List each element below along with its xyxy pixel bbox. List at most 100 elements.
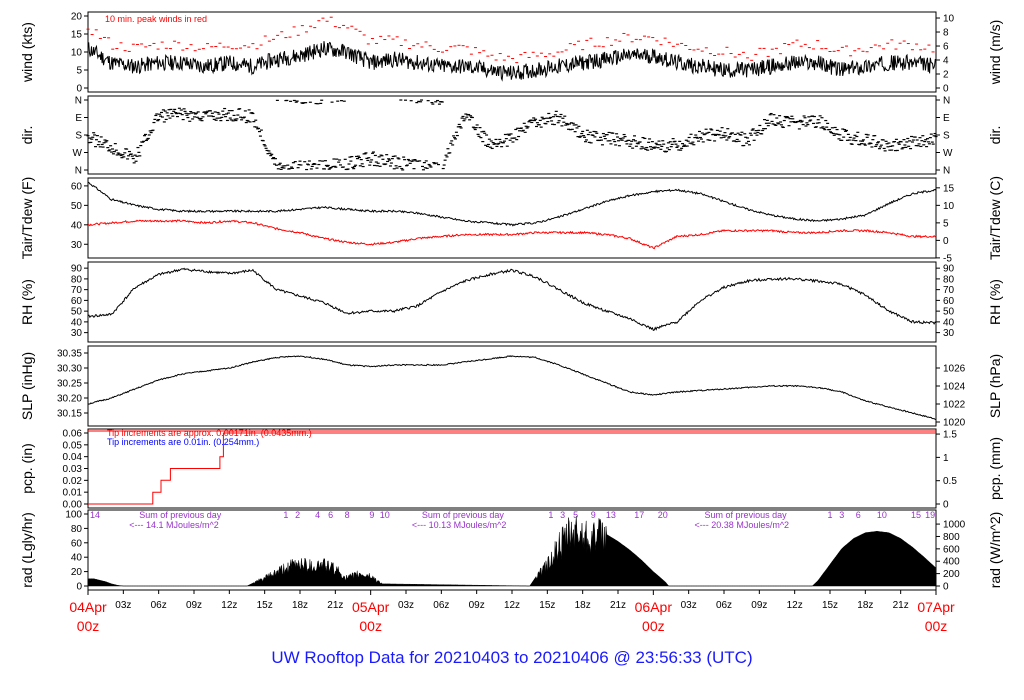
rh-right-tick-label: 90 bbox=[943, 264, 955, 275]
wind-left-tick-label: 5 bbox=[76, 66, 82, 77]
rh-left-tick-label: 60 bbox=[71, 296, 83, 307]
rad-hour-mark: 19 bbox=[925, 510, 935, 520]
dir-left-tick-label: E bbox=[75, 113, 82, 124]
temp-ylabel-left: Tair/Tdew (F) bbox=[19, 177, 35, 259]
wind-right-tick-label: 2 bbox=[943, 69, 949, 80]
rad-area-series bbox=[87, 516, 937, 587]
x-date-hour-label: 00z bbox=[359, 618, 382, 634]
wind-right-tick-label: 0 bbox=[943, 84, 949, 95]
wind-right-tick-label: 8 bbox=[943, 28, 949, 39]
temp-ylabel-right: Tair/Tdew (C) bbox=[987, 176, 1003, 260]
pcp-right-tick-label: 0 bbox=[943, 500, 949, 511]
dir-left-tick-label: S bbox=[75, 131, 82, 142]
slp-left-tick-label: 30.30 bbox=[57, 364, 82, 375]
pcp-note-approx: Tip increments are approx. 0.00171in. (0… bbox=[107, 428, 312, 438]
x-hour-label: 09z bbox=[186, 600, 202, 611]
rad-ylabel-right: rad (W/m^2) bbox=[987, 512, 1003, 589]
rad-hour-mark: 14 bbox=[90, 510, 100, 520]
wind-left-tick-label: 10 bbox=[71, 48, 83, 59]
slp-series bbox=[87, 355, 937, 421]
rh-series bbox=[87, 267, 937, 332]
rad-daysum-value: <--- 10.13 MJoules/m^2 bbox=[412, 520, 507, 530]
rad-hour-mark: 15 bbox=[911, 510, 921, 520]
rad-left-tick-label: 80 bbox=[71, 524, 83, 535]
temp-right-tick-label: 10 bbox=[943, 201, 955, 212]
rh-ylabel-left: RH (%) bbox=[19, 279, 35, 325]
x-hour-label: 09z bbox=[751, 600, 767, 611]
slp-right-tick-label: 1026 bbox=[943, 364, 966, 375]
wind-right-tick-label: 4 bbox=[943, 55, 949, 66]
rad-hour-mark: 9 bbox=[369, 510, 374, 520]
rad-hour-mark: 13 bbox=[606, 510, 616, 520]
x-date-hour-label: 00z bbox=[642, 618, 665, 634]
x-hour-label: 15z bbox=[257, 600, 273, 611]
dir-ylabel-left: dir. bbox=[19, 126, 35, 145]
wind-annotation: 10 min. peak winds in red bbox=[105, 14, 207, 24]
wind-ylabel-left: wind (kts) bbox=[19, 22, 35, 83]
rad-hour-mark: 3 bbox=[839, 510, 844, 520]
x-hour-label: 15z bbox=[822, 600, 838, 611]
rh-left-tick-label: 30 bbox=[71, 328, 83, 339]
x-hour-label: 06z bbox=[716, 600, 732, 611]
rh-left-tick-label: 80 bbox=[71, 274, 83, 285]
rad-hour-mark: 9 bbox=[591, 510, 596, 520]
x-date-label: 04Apr bbox=[69, 599, 107, 615]
dir-ylabel-right: dir. bbox=[987, 126, 1003, 145]
pcp-left-tick-label: 0.06 bbox=[63, 429, 83, 440]
x-hour-label: 18z bbox=[575, 600, 591, 611]
x-hour-label: 06z bbox=[151, 600, 167, 611]
wind-panel-frame bbox=[87, 11, 937, 93]
slp-ylabel-left: SLP (inHg) bbox=[19, 352, 35, 420]
temp-left-tick-label: 30 bbox=[71, 240, 83, 251]
rad-right-tick-label: 1000 bbox=[943, 520, 966, 531]
rad-hour-mark: 3 bbox=[560, 510, 565, 520]
wind-left-tick-label: 20 bbox=[71, 12, 83, 23]
pcp-right-tick-label: 0.5 bbox=[943, 476, 957, 487]
rad-hour-mark: 2 bbox=[295, 510, 300, 520]
rad-daysum-title: Sum of previous day bbox=[705, 510, 788, 520]
rad-daysum-value: <--- 14.1 MJoules/m^2 bbox=[129, 520, 219, 530]
x-hour-label: 03z bbox=[115, 600, 131, 611]
x-hour-label: 03z bbox=[398, 600, 414, 611]
slp-right-tick-label: 1022 bbox=[943, 400, 966, 411]
x-hour-label: 21z bbox=[610, 600, 626, 611]
x-hour-label: 18z bbox=[292, 600, 308, 611]
dir-right-tick-label: E bbox=[943, 113, 950, 124]
pcp-note-exact: Tip increments are 0.01in. (0.254mm.) bbox=[107, 437, 259, 447]
x-date-label: 07Apr bbox=[917, 599, 955, 615]
pcp-ylabel-right: pcp. (mm) bbox=[987, 437, 1003, 500]
wind-right-tick-label: 10 bbox=[943, 14, 955, 25]
rh-right-tick-label: 60 bbox=[943, 296, 955, 307]
rh-left-tick-label: 40 bbox=[71, 317, 83, 328]
rh-right-tick-label: 70 bbox=[943, 285, 955, 296]
rad-hour-mark: 17 bbox=[634, 510, 644, 520]
rad-right-tick-label: 400 bbox=[943, 557, 960, 568]
x-date-label: 06Apr bbox=[635, 599, 673, 615]
slp-right-tick-label: 1024 bbox=[943, 382, 966, 393]
rad-hour-mark: 1 bbox=[283, 510, 288, 520]
rad-hour-mark: 20 bbox=[658, 510, 668, 520]
pcp-right-tick-label: 1 bbox=[943, 453, 949, 464]
x-hour-label: 12z bbox=[787, 600, 803, 611]
rh-right-tick-label: 50 bbox=[943, 307, 955, 318]
rad-hour-mark: 6 bbox=[328, 510, 333, 520]
slp-left-tick-label: 30.15 bbox=[57, 409, 82, 420]
figure-title: UW Rooftop Data for 20210403 to 20210406… bbox=[271, 648, 753, 667]
rh-panel-frame bbox=[87, 261, 937, 343]
temp-left-tick-label: 40 bbox=[71, 220, 83, 231]
rad-left-tick-label: 0 bbox=[76, 582, 82, 593]
pcp-left-tick-label: 0.02 bbox=[63, 476, 83, 487]
dir-left-tick-label: N bbox=[75, 166, 82, 177]
temp-tdew-series bbox=[88, 219, 937, 250]
dir-left-tick-label: W bbox=[73, 148, 83, 159]
slp-left-tick-label: 30.20 bbox=[57, 394, 82, 405]
x-date-label: 05Apr bbox=[352, 599, 390, 615]
x-hour-label: 21z bbox=[327, 600, 343, 611]
temp-right-tick-label: -5 bbox=[943, 253, 952, 264]
rh-right-tick-label: 80 bbox=[943, 274, 955, 285]
slp-right-tick-label: 1020 bbox=[943, 418, 966, 429]
rad-daysum-title: Sum of previous day bbox=[422, 510, 505, 520]
wind-left-tick-label: 0 bbox=[76, 84, 82, 95]
slp-left-tick-label: 30.35 bbox=[57, 349, 82, 360]
rad-hour-mark: 10 bbox=[380, 510, 390, 520]
